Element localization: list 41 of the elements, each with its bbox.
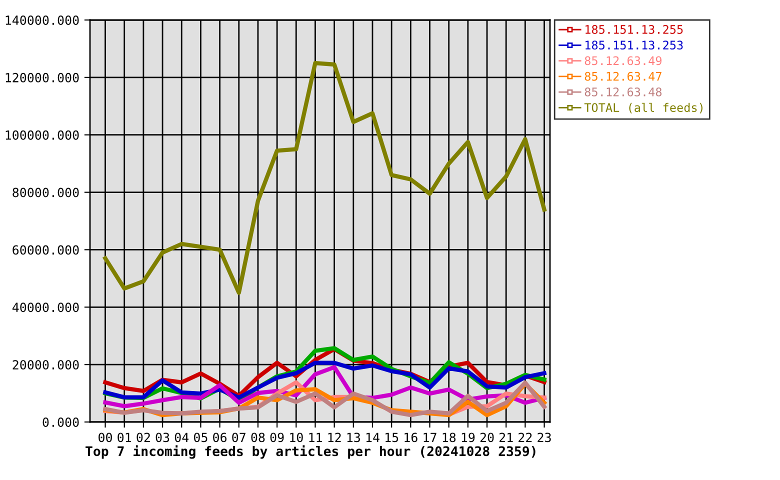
x-tick-label: 23 [538,432,551,442]
legend-label: 185.151.13.255 [586,24,683,34]
x-tick-label: 02 [136,432,150,442]
x-tick-label: 10 [290,432,303,442]
x-tick-label: 18 [442,432,456,442]
line-series [103,60,546,295]
y-tick-label: 140000.000 [6,16,79,25]
x-tick-label: 15 [386,432,398,442]
x-tick-label: 05 [194,432,208,442]
x-tick-label: 04 [174,432,189,442]
y-tick-label: 120000.000 [6,72,79,82]
line-series [103,360,546,400]
x-tick-label: 00 [98,432,112,442]
y-tick-label: 60000.000 [12,245,79,255]
x-tick-label: 16 [404,432,418,442]
x-tick-label: 17 [424,432,436,442]
y-tick-label: 0.000 [42,418,79,427]
x-tick-label: 20 [480,432,494,442]
x-tick-label: 03 [156,432,170,442]
x-tick-label: 14 [366,432,380,442]
y-tick-label: 20000.000 [12,360,79,370]
x-tick-label: 19 [462,432,475,442]
x-tick-label: 13 [347,432,360,442]
text: Top 7 incoming feeds by articles per hour (20241028 2359) [86,445,536,459]
x-tick-label: 07 [232,432,246,442]
x-tick-label: 22 [518,432,532,442]
x-tick-label: 01 [118,432,132,442]
legend-label: 85.12.63.48 [584,87,662,96]
x-tick-label: 12 [328,432,341,442]
y-tick-label: 100000.000 [6,130,79,140]
x-tick-label: 08 [251,432,265,442]
legend-label: 85.12.63.47 [584,72,662,81]
legend-label: 85.12.63.49 [584,56,662,66]
legend-label: 185.151.13.253 [586,40,683,50]
x-tick-label: 11 [309,432,322,442]
x-tick-label: 21 [500,432,513,442]
x-tick-label: 06 [213,432,227,442]
y-tick-label: 40000.000 [12,302,79,312]
x-tick-label: 09 [270,432,284,442]
y-tick-label: 80000.000 [12,188,79,198]
legend-label: TOTAL (all feeds) [584,102,702,114]
